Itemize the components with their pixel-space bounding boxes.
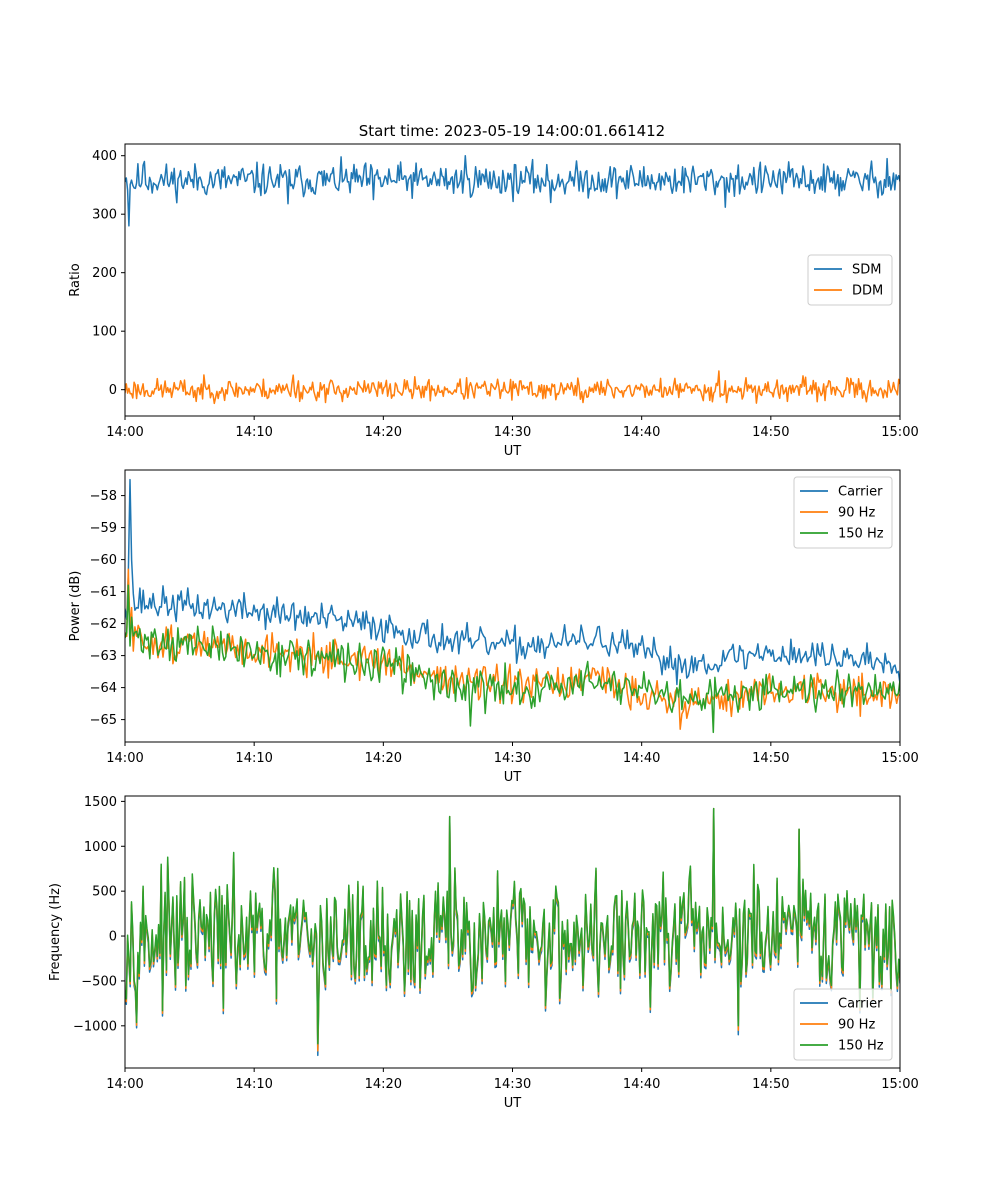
y-tick-label: −65 (90, 713, 117, 728)
y-tick-label: −500 (81, 974, 117, 989)
series-group (125, 807, 900, 1057)
series-line-150-hz (125, 584, 900, 734)
x-tick-label: 15:00 (881, 425, 918, 440)
x-axis-label: UT (504, 444, 522, 459)
chart-panel-3: 14:00 14:10 14:20 14:30 14:40 14:50 15:00 1500 1… (48, 795, 919, 1111)
x-tick-label: 14:00 (106, 425, 143, 440)
y-tick-label: −59 (90, 521, 117, 536)
legend: Carrier 90 Hz 150 Hz (793, 988, 893, 1061)
series-line-ddm (125, 370, 900, 405)
y-tick-label: 500 (92, 885, 117, 900)
series-line-sdm (125, 154, 900, 227)
y-tick-label: −63 (90, 649, 117, 664)
figure-title: Start time: 2023-05-19 14:00:01.661412 (359, 122, 665, 140)
series-group (125, 478, 900, 734)
x-tick-label: 15:00 (881, 1077, 918, 1092)
legend-label: 150 Hz (838, 1039, 884, 1054)
y-tick-label: 400 (92, 149, 117, 164)
x-axis-label: UT (504, 1096, 522, 1111)
y-tick-label: 0 (109, 930, 117, 945)
y-tick-label: 200 (92, 266, 117, 281)
y-axis-label: Power (dB) (68, 571, 83, 642)
x-tick-label: 14:00 (106, 751, 143, 766)
legend-label: 150 Hz (838, 527, 884, 542)
y-axis-label: Ratio (68, 263, 83, 296)
legend-label: Carrier (838, 485, 883, 500)
x-tick-label: 14:10 (235, 1077, 272, 1092)
chart-panel-2: 14:00 14:10 14:20 14:30 14:40 14:50 15:00 −58 −5… (68, 469, 919, 785)
x-tick-label: 14:50 (752, 751, 789, 766)
y-tick-label: −64 (90, 681, 117, 696)
legend-label: 90 Hz (838, 506, 875, 521)
series-group (125, 154, 900, 405)
legend-label: SDM (852, 263, 881, 278)
legend-box (793, 476, 893, 549)
series-line-carrier (125, 478, 900, 686)
y-tick-label: 1000 (84, 840, 117, 855)
legend-box (807, 254, 893, 306)
y-tick-label: −60 (90, 553, 117, 568)
y-tick-label: −1000 (73, 1019, 117, 1034)
x-tick-label: 14:40 (623, 1077, 660, 1092)
chart-panels: 14:00 14:10 14:20 14:30 14:40 14:50 15:00 0 100 2… (48, 143, 919, 1111)
y-tick-label: −62 (90, 617, 117, 632)
legend: SDM DDM (807, 254, 893, 306)
y-tick-label: 100 (92, 325, 117, 340)
legend-label: Carrier (838, 997, 883, 1012)
legend-label: 90 Hz (838, 1018, 875, 1033)
x-tick-label: 14:10 (235, 751, 272, 766)
x-tick-label: 14:30 (494, 1077, 531, 1092)
series-line-150-hz (125, 807, 900, 1045)
y-tick-label: 1500 (84, 795, 117, 810)
x-tick-label: 14:20 (365, 425, 402, 440)
y-tick-label: 0 (109, 383, 117, 398)
x-axis-label: UT (504, 770, 522, 785)
chart-panel-1: 14:00 14:10 14:20 14:30 14:40 14:50 15:00 0 100 2… (68, 143, 919, 459)
x-tick-label: 14:50 (752, 1077, 789, 1092)
x-tick-label: 14:30 (494, 425, 531, 440)
y-tick-label: −58 (90, 489, 117, 504)
legend-box (793, 988, 893, 1061)
x-tick-label: 14:50 (752, 425, 789, 440)
y-axis-label: Frequency (Hz) (48, 883, 63, 981)
y-tick-label: 300 (92, 208, 117, 223)
x-tick-label: 15:00 (881, 751, 918, 766)
x-tick-label: 14:40 (623, 425, 660, 440)
x-tick-label: 14:10 (235, 425, 272, 440)
y-tick-label: −61 (90, 585, 117, 600)
legend: Carrier 90 Hz 150 Hz (793, 476, 893, 549)
legend-label: DDM (852, 284, 883, 299)
x-tick-label: 14:20 (365, 1077, 402, 1092)
x-tick-label: 14:00 (106, 1077, 143, 1092)
x-tick-label: 14:20 (365, 751, 402, 766)
x-tick-label: 14:30 (494, 751, 531, 766)
x-tick-label: 14:40 (623, 751, 660, 766)
